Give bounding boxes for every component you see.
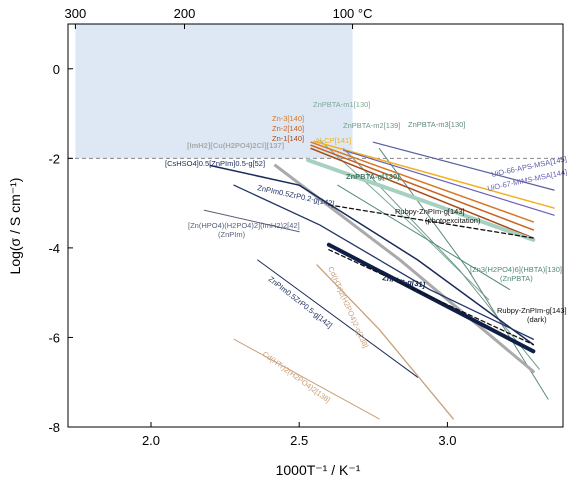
series-line [257, 259, 419, 378]
series-line [310, 147, 535, 239]
series-label: [CsHSO4]0.5[ZnPIm]0.5-g[52] [165, 159, 265, 168]
series-label: [ImH2][Cu(H2PO4)2Cl][137] [187, 141, 285, 150]
series-label: ZnPBTA-m2[139] [343, 121, 400, 130]
series-line [233, 184, 535, 340]
series-line [310, 141, 535, 223]
series-line [313, 140, 555, 209]
x2-tick-label: 200 [174, 6, 196, 21]
x2-tick-label: 300 [65, 6, 87, 21]
series-line [337, 184, 511, 291]
series-label: Zn-3[140] [272, 114, 304, 123]
series-label: Rubpy-ZnPIm-g[143] [395, 207, 465, 216]
series-line [326, 242, 536, 354]
series-line [343, 149, 555, 216]
series-line [378, 147, 549, 400]
y-tick-label: -2 [48, 151, 60, 166]
series-line [328, 249, 535, 346]
series-label: ZnPIm0.5ZrP0.5-g[142] [267, 274, 334, 329]
series-sublabel: (photoexcitation) [425, 216, 481, 225]
series-label: Cd(HTr)2(H2PO4)2-g[138] [326, 265, 370, 349]
series-label: ZnPBTA-m3[130] [408, 120, 465, 129]
x-axis-title: 1000T⁻¹ / K⁻¹ [276, 462, 361, 478]
series-line [203, 209, 300, 233]
y-tick-label: -8 [48, 420, 60, 435]
series-line [372, 141, 555, 191]
series-label: ZnPIm0.5ZrP0.2-g[142] [257, 183, 336, 208]
shaded-region [75, 24, 353, 159]
x-tick-label: 2.0 [142, 433, 160, 448]
series-label: [Zn3(H2PO4)6](HBTA)[130] [470, 265, 562, 274]
x-tick-label: 2.5 [290, 433, 308, 448]
series-label: Zn-2[140] [272, 124, 304, 133]
y-tick-label: 0 [53, 62, 60, 77]
series-line [310, 144, 535, 231]
x2-tick-label: 100 °C [333, 6, 373, 21]
series-sublabel: (ZnPIm) [218, 230, 246, 239]
series-line [328, 204, 535, 239]
series-label: Cd(HTr)2(H2PO4)2[138] [261, 349, 332, 404]
plot-frame [67, 23, 564, 428]
series-sublabel: (dark) [527, 315, 547, 324]
series-line [316, 264, 454, 420]
series-label: Al-CP[141] [315, 136, 351, 145]
series-label: Rubpy-ZnPIm-g[143] [497, 306, 567, 315]
series-label: ZnPBTA-m1[130] [313, 100, 370, 109]
x-tick-label: 3.0 [438, 433, 456, 448]
series-label: Zn-1[140] [272, 134, 304, 143]
y-tick-label: -6 [48, 330, 60, 345]
series-line [306, 158, 536, 242]
series-line [209, 164, 535, 346]
series-label: ZnPBTA-g[130] [346, 172, 400, 181]
series-line [343, 147, 540, 370]
series-sublabel: (ZnPBTA) [500, 274, 533, 283]
y-tick-label: -4 [48, 241, 60, 256]
series-line [233, 338, 380, 420]
y-axis-title: Log(σ / S cm⁻¹) [7, 178, 23, 275]
series-label: [Zn(HPO4)(H2PO4)2](ImH2)2[42] [188, 221, 300, 230]
